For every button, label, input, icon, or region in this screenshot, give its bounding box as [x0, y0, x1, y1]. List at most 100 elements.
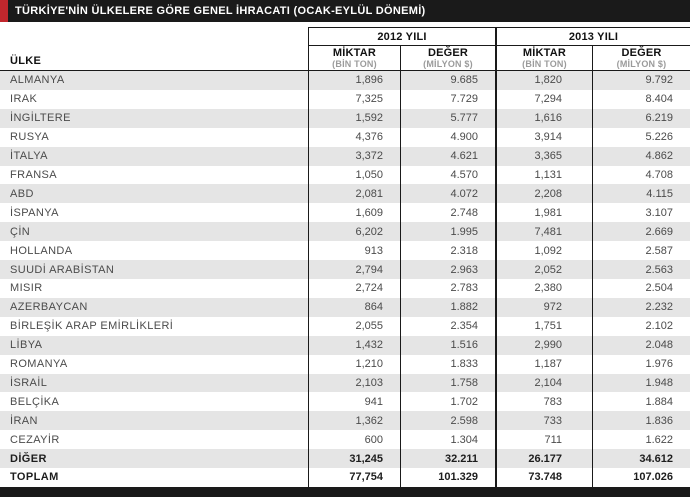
country-name: BELÇİKA: [10, 395, 60, 408]
amount-2013: 1,820: [495, 71, 592, 90]
value-2013: 5.226: [592, 127, 690, 147]
value-2013: 3.107: [592, 203, 690, 223]
amount-2013: 1,131: [495, 165, 592, 185]
column-header-amount-2013: MİKTAR (BİN TON): [495, 46, 592, 70]
value-2013: 2.669: [592, 222, 690, 242]
amount-2012: 2,055: [308, 316, 400, 336]
table-row: BİRLEŞİK ARAP EMİRLİKLERİ 2,055 2.354 1,…: [0, 316, 690, 336]
table-row: MISIR 2,724 2.783 2,380 2.504: [0, 278, 690, 298]
value-2012: 2.963: [400, 260, 495, 279]
amount-2012: 1,432: [308, 335, 400, 355]
value-2012: 2.318: [400, 241, 495, 261]
country-name: FRANSA: [10, 168, 58, 181]
amount-2012: 2,794: [308, 260, 400, 279]
amount-2013: 2,052: [495, 260, 592, 279]
amount-2013: 2,208: [495, 184, 592, 204]
amount-unit: (BİN TON): [522, 59, 567, 69]
amount-2013: 783: [495, 392, 592, 412]
table-body: ALMANYA 1,896 9.685 1,820 9.792 IRAK 7,3…: [0, 71, 690, 487]
value-2013: 1.622: [592, 430, 690, 450]
table-row: ALMANYA 1,896 9.685 1,820 9.792: [0, 71, 690, 90]
year-header-row: 2012 YILI 2013 YILI: [0, 27, 690, 46]
amount-2013: 2,104: [495, 373, 592, 393]
country-name: İSRAİL: [10, 376, 48, 389]
table-row: SUUDİ ARABİSTAN 2,794 2.963 2,052 2.563: [0, 260, 690, 279]
value-2013: 2.587: [592, 241, 690, 261]
amount-2013: 7,294: [495, 89, 592, 109]
table-row: TOPLAM 77,754 101.329 73.748 107.026: [0, 468, 690, 487]
amount-label: MİKTAR: [522, 47, 567, 59]
amount-2013: 2,380: [495, 278, 592, 298]
value-label: DEĞER: [621, 47, 662, 59]
amount-label: MİKTAR: [332, 47, 377, 59]
table-row: ROMANYA 1,210 1.833 1,187 1.976: [0, 354, 690, 374]
value-2013: 34.612: [592, 449, 690, 469]
amount-2013: 7,481: [495, 222, 592, 242]
amount-2012: 600: [308, 430, 400, 450]
value-2013: 2.102: [592, 316, 690, 336]
amount-2012: 4,376: [308, 127, 400, 147]
column-header-row: ÜLKE MİKTAR (BİN TON) DEĞER (MİLYON $) M…: [0, 46, 690, 71]
amount-2012: 77,754: [308, 468, 400, 487]
table-row: İSPANYA 1,609 2.748 1,981 3.107: [0, 203, 690, 223]
value-2012: 2.783: [400, 278, 495, 298]
value-2012: 101.329: [400, 468, 495, 487]
amount-2013: 3,914: [495, 127, 592, 147]
value-unit: (MİLYON $): [423, 59, 473, 69]
value-2012: 1.758: [400, 373, 495, 393]
value-2012: 1.995: [400, 222, 495, 242]
value-2012: 2.748: [400, 203, 495, 223]
amount-2012: 1,592: [308, 108, 400, 128]
country-name: İTALYA: [10, 150, 48, 163]
country-name: TOPLAM: [10, 471, 59, 484]
amount-2012: 1,896: [308, 71, 400, 90]
value-2013: 2.048: [592, 335, 690, 355]
value-2012: 4.621: [400, 146, 495, 166]
country-name: IRAK: [10, 93, 38, 106]
country-name: LİBYA: [10, 339, 43, 352]
value-2013: 107.026: [592, 468, 690, 487]
country-name: İNGİLTERE: [10, 112, 71, 125]
country-name: MISIR: [10, 282, 43, 295]
table-row: DİĞER 31,245 32.211 26.177 34.612: [0, 449, 690, 469]
country-name: İRAN: [10, 414, 38, 427]
table-row: LİBYA 1,432 1.516 2,990 2.048: [0, 335, 690, 355]
amount-2013: 73.748: [495, 468, 592, 487]
country-name: ALMANYA: [10, 74, 65, 87]
value-2013: 8.404: [592, 89, 690, 109]
value-2013: 1.836: [592, 411, 690, 431]
column-header-country: ÜLKE: [10, 55, 42, 67]
value-2012: 32.211: [400, 449, 495, 469]
amount-2012: 31,245: [308, 449, 400, 469]
country-name: ÇİN: [10, 225, 31, 238]
value-2012: 4.900: [400, 127, 495, 147]
amount-2012: 3,372: [308, 146, 400, 166]
value-2013: 1.976: [592, 354, 690, 374]
amount-2012: 864: [308, 297, 400, 317]
value-2013: 2.504: [592, 278, 690, 298]
red-accent-bar: [0, 0, 8, 22]
value-2013: 2.563: [592, 260, 690, 279]
value-2013: 9.792: [592, 71, 690, 90]
value-2013: 4.862: [592, 146, 690, 166]
amount-2012: 1,609: [308, 203, 400, 223]
amount-2013: 733: [495, 411, 592, 431]
value-2012: 1.702: [400, 392, 495, 412]
table-row: İRAN 1,362 2.598 733 1.836: [0, 411, 690, 431]
amount-2012: 2,081: [308, 184, 400, 204]
country-name: BİRLEŞİK ARAP EMİRLİKLERİ: [10, 320, 174, 333]
amount-2013: 2,990: [495, 335, 592, 355]
table-row: FRANSA 1,050 4.570 1,131 4.708: [0, 165, 690, 185]
amount-2013: 3,365: [495, 146, 592, 166]
value-label: DEĞER: [427, 47, 469, 59]
bottom-bar: [0, 487, 690, 497]
amount-2012: 2,103: [308, 373, 400, 393]
value-2012: 1.882: [400, 297, 495, 317]
amount-2013: 26.177: [495, 449, 592, 469]
country-name: SUUDİ ARABİSTAN: [10, 263, 115, 276]
amount-2012: 1,362: [308, 411, 400, 431]
amount-2013: 711: [495, 430, 592, 450]
value-2013: 1.948: [592, 373, 690, 393]
value-2012: 9.685: [400, 71, 495, 90]
value-unit: (MİLYON $): [616, 59, 667, 69]
